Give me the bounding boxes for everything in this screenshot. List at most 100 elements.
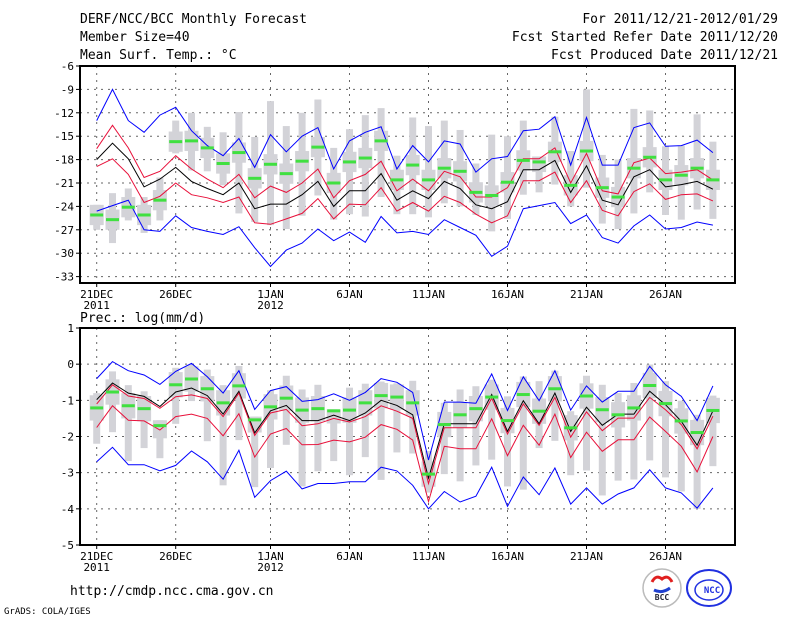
ensemble-range-bar <box>614 393 622 481</box>
median-marker <box>422 178 435 182</box>
ensemble-range-bar <box>646 364 654 461</box>
median-marker <box>453 169 467 173</box>
median-marker <box>295 159 309 163</box>
median-marker <box>106 218 119 222</box>
y-tick-label: -24 <box>54 200 74 213</box>
median-marker <box>516 393 530 397</box>
median-marker <box>595 186 609 190</box>
series-line-upper-inner <box>96 124 714 199</box>
svg-text:BCC: BCC <box>655 593 670 602</box>
median-marker <box>580 394 593 398</box>
median-marker <box>690 166 704 170</box>
median-marker <box>90 213 104 217</box>
median-marker <box>216 162 230 165</box>
y-tick-label: -12 <box>54 107 74 120</box>
median-marker <box>153 198 167 202</box>
median-marker <box>674 173 688 177</box>
ensemble-range-bar <box>314 384 322 472</box>
x-tick-label: 6JAN <box>336 288 363 301</box>
median-marker <box>485 395 499 399</box>
median-marker <box>216 401 230 405</box>
series-line-lower-inner <box>96 158 714 225</box>
ensemble-range-bar <box>393 383 401 453</box>
series-line-upper-outer <box>96 88 714 173</box>
median-marker <box>532 160 546 164</box>
median-marker <box>611 413 625 417</box>
median-marker <box>548 150 562 154</box>
median-marker <box>690 431 704 435</box>
y-tick-label: 0 <box>67 358 74 371</box>
ensemble-range-bar <box>472 386 480 466</box>
x-tick-label: 1JAN <box>257 550 284 563</box>
x-tick-label: 16JAN <box>491 288 524 301</box>
ensemble-range-bar <box>361 383 369 458</box>
y-tick-label: -3 <box>61 467 74 480</box>
y-tick-label: -2 <box>61 431 74 444</box>
median-marker <box>358 156 372 160</box>
median-marker <box>611 195 625 199</box>
median-marker <box>406 401 420 405</box>
median-marker <box>548 387 562 391</box>
ensemble-box <box>152 420 167 439</box>
precip-panel-title: Prec.: log(mm/d) <box>80 311 205 326</box>
median-marker <box>643 155 657 159</box>
ncc-logo: NCC <box>686 569 732 607</box>
source-url[interactable]: http://cmdp.ncc.cma.gov.cn <box>70 584 274 599</box>
series-line-lower-outer <box>96 199 713 268</box>
y-tick-label: 1 <box>67 322 74 335</box>
median-marker <box>343 160 356 164</box>
median-marker <box>311 145 325 149</box>
median-marker <box>137 213 151 217</box>
median-marker <box>406 163 420 167</box>
median-marker <box>501 180 514 184</box>
x-tick-year: 2011 <box>83 299 110 312</box>
median-marker <box>90 406 104 410</box>
median-marker <box>580 149 593 153</box>
median-marker <box>706 408 720 412</box>
grads-credit: GrADS: COLA/IGES <box>4 607 91 617</box>
x-tick-label: 21JAN <box>570 550 603 563</box>
x-tick-label: 21DEC <box>80 550 113 563</box>
median-marker <box>485 193 499 197</box>
median-marker <box>137 407 151 411</box>
series-line-lower-inner <box>96 405 714 504</box>
ensemble-range-bar <box>567 411 575 476</box>
median-marker <box>595 408 609 412</box>
median-marker <box>106 390 119 394</box>
ensemble-range-bar <box>488 134 496 232</box>
median-marker <box>200 387 214 391</box>
median-marker <box>232 384 246 388</box>
y-tick-label: -1 <box>61 394 74 407</box>
ensemble-range-bar <box>662 381 669 478</box>
median-marker <box>469 407 483 411</box>
median-marker <box>564 426 578 430</box>
series-line-mean <box>96 382 714 481</box>
median-marker <box>153 424 167 428</box>
y-tick-label: -5 <box>61 539 74 552</box>
median-marker <box>374 139 388 143</box>
ensemble-range-bar <box>583 375 590 471</box>
ensemble-range-bar <box>267 390 274 468</box>
median-marker <box>627 166 641 170</box>
ensemble-range-bar <box>504 396 511 487</box>
forecast-period: For 2011/12/21-2012/01/29 <box>582 12 778 27</box>
median-marker <box>358 401 372 405</box>
median-marker <box>501 419 514 423</box>
series-line-upper-outer <box>96 360 714 461</box>
y-tick-label: -33 <box>54 271 74 284</box>
x-tick-year: 2012 <box>257 299 284 312</box>
median-marker <box>248 418 262 422</box>
x-tick-label: 16JAN <box>491 550 524 563</box>
x-tick-label: 26DEC <box>159 550 192 563</box>
plot-frame <box>79 65 736 284</box>
x-tick-label: 11JAN <box>412 550 445 563</box>
x-tick-year: 2012 <box>257 561 284 574</box>
ensemble-range-bar <box>519 376 527 490</box>
ensemble-range-bar <box>235 365 243 441</box>
x-tick-label: 26JAN <box>649 550 682 563</box>
ensemble-range-bar <box>709 395 717 467</box>
x-tick-label: 6JAN <box>336 550 363 563</box>
